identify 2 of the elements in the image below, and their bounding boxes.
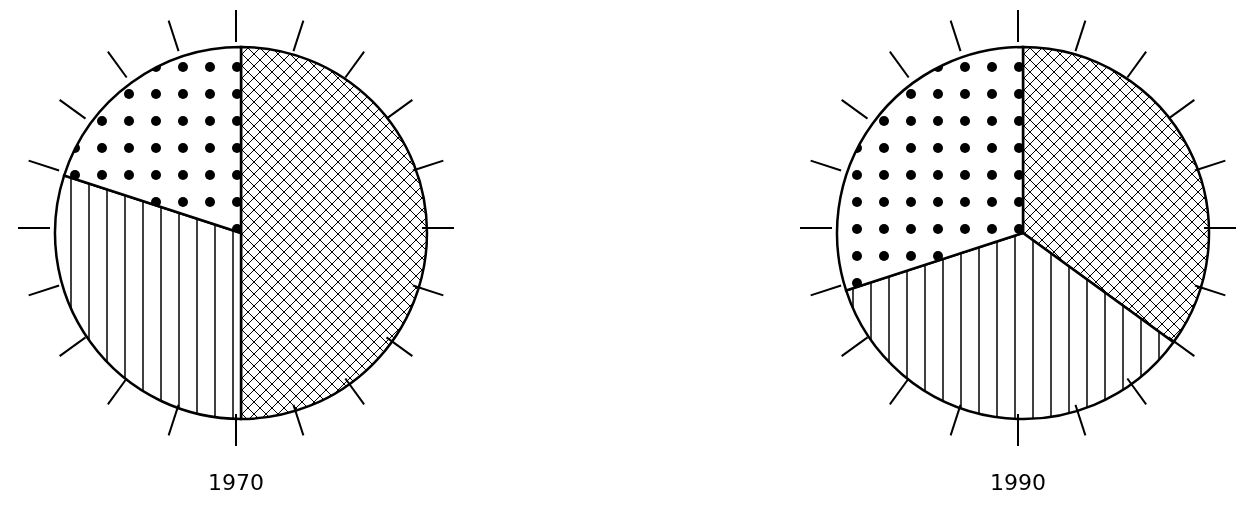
text: 1990 (989, 470, 1047, 495)
text: 1970 (207, 470, 265, 495)
